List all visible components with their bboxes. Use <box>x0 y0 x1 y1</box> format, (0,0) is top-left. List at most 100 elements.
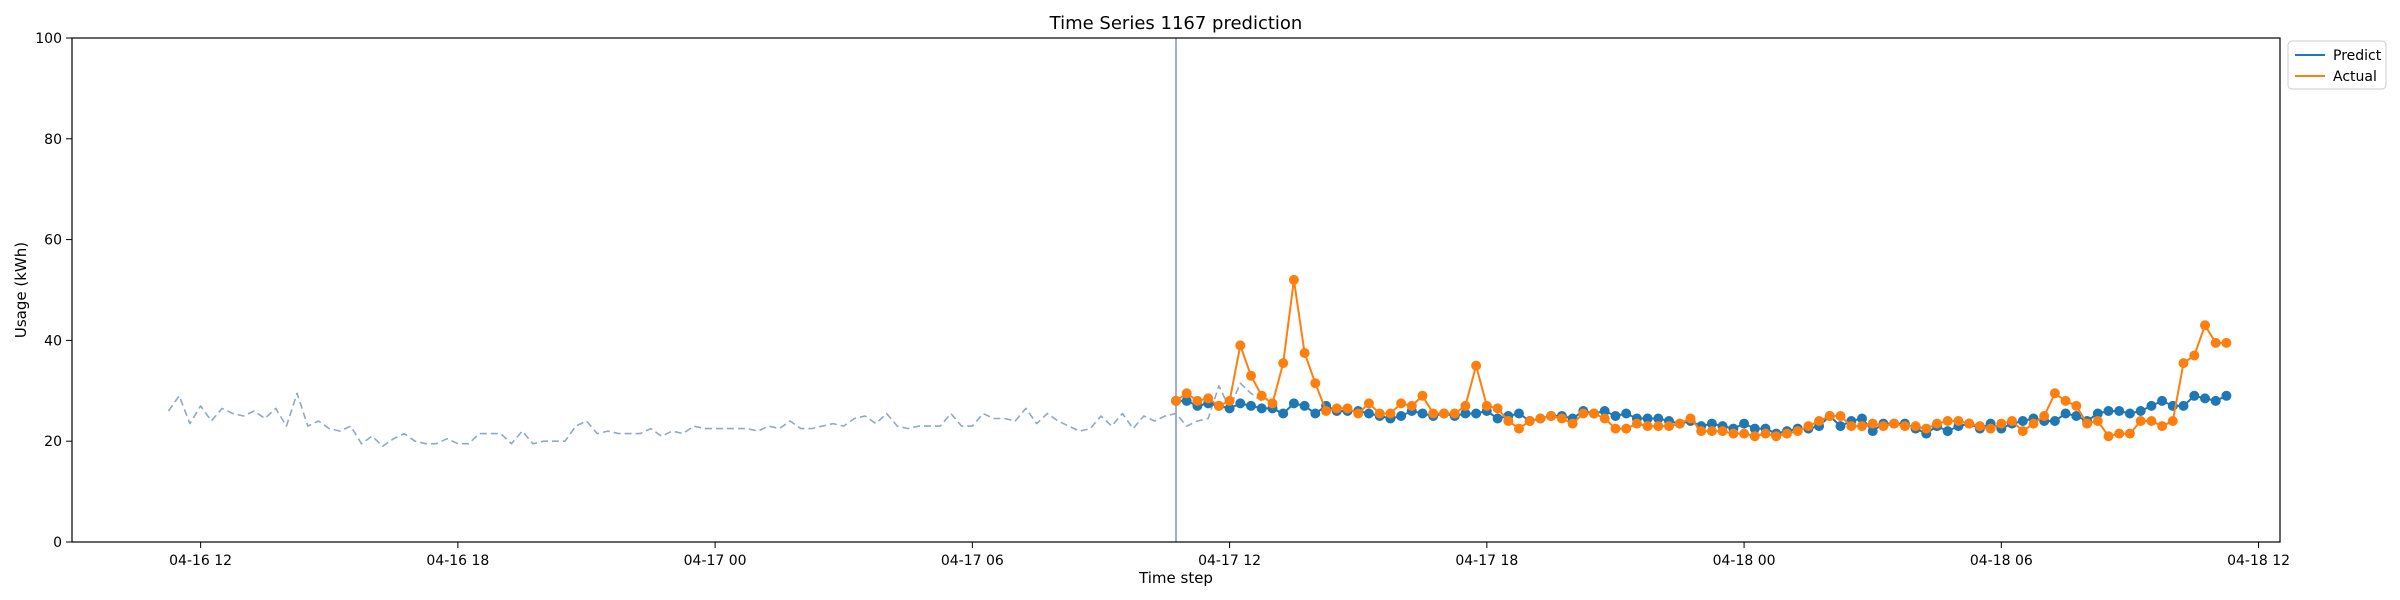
actual-point <box>1524 416 1535 426</box>
predict-point <box>2114 406 2125 416</box>
actual-point <box>1471 360 1482 371</box>
plot-frame <box>71 37 2281 543</box>
predict-point <box>2178 400 2189 411</box>
predict-point <box>1299 400 1310 411</box>
predict-point <box>1492 413 1503 424</box>
actual-point <box>2060 395 2071 406</box>
predict-point <box>2221 390 2232 401</box>
predict-point <box>1256 403 1267 414</box>
predict-point <box>1867 426 1878 437</box>
y-tick-label: 0 <box>53 535 62 551</box>
chart-title: Time Series 1167 prediction <box>1049 13 1303 34</box>
predict-point <box>1417 408 1428 419</box>
actual-point <box>2017 426 2028 437</box>
x-tick-label: 04-18 12 <box>2227 553 2290 569</box>
actual-point <box>1664 421 1674 432</box>
actual-point <box>1342 403 1353 414</box>
actual-point <box>1235 340 1246 351</box>
actual-point <box>1824 411 1835 421</box>
actual-point <box>1503 416 1514 426</box>
y-tick-label: 80 <box>44 132 62 148</box>
legend: Predict Actual <box>2287 40 2387 90</box>
predict-point <box>2092 408 2103 419</box>
actual-point <box>1406 400 1417 411</box>
actual-point <box>2049 388 2060 399</box>
actual-point <box>1363 398 1374 409</box>
actual-point <box>1439 408 1449 419</box>
y-tick-label: 40 <box>44 333 62 349</box>
predict-point <box>1942 426 1953 437</box>
actual-point <box>1867 418 1878 429</box>
actual-point <box>2039 411 2050 421</box>
actual-point <box>2146 416 2157 426</box>
actual-point <box>1964 418 1975 429</box>
axis-ticks: 0 20 40 60 80 100 04-16 12 04-16 18 04-17 00 04-1… <box>35 31 2290 569</box>
actual-point <box>1782 428 1792 439</box>
x-tick-label: 04-18 00 <box>1713 553 1776 569</box>
legend-predict-label: Predict <box>2333 48 2382 64</box>
actual-point <box>1685 413 1696 424</box>
x-tick-label: 04-17 06 <box>941 553 1004 569</box>
predict-point <box>1739 418 1750 429</box>
actual-point <box>1310 378 1321 389</box>
predict-point <box>2135 406 2146 416</box>
actual-point <box>1739 428 1750 439</box>
predict-point <box>1835 421 1846 432</box>
x-tick-label: 04-16 18 <box>426 553 489 569</box>
actual-point <box>1396 398 1407 409</box>
actual-point <box>1374 408 1385 419</box>
predict-point <box>2200 393 2210 404</box>
predict-point <box>1653 413 1664 424</box>
x-axis-label: Time step <box>1138 569 1213 587</box>
actual-point <box>1299 348 1310 358</box>
actual-point <box>1203 393 1214 404</box>
y-tick-label: 20 <box>44 434 62 450</box>
actual-point <box>1385 408 1396 419</box>
actual-point <box>1857 421 1867 432</box>
actual-point <box>1792 426 1803 437</box>
actual-point <box>2082 418 2093 429</box>
predict-point <box>2157 395 2168 406</box>
predict-point <box>1599 406 1610 416</box>
predict-point <box>2071 411 2082 421</box>
actual-point <box>1942 416 1953 426</box>
predict-point <box>1642 413 1653 424</box>
actual-point <box>1224 395 1235 406</box>
actual-point <box>1953 416 1964 426</box>
actual-point <box>1417 390 1428 401</box>
actual-point <box>2007 416 2017 426</box>
actual-point <box>1331 403 1342 414</box>
actual-point <box>1492 403 1503 414</box>
predict-point <box>1181 395 1192 406</box>
actual-point <box>1674 418 1685 429</box>
actual-point <box>1460 400 1471 411</box>
predict-point <box>1363 408 1374 419</box>
predict-point <box>2146 400 2157 411</box>
actual-point <box>1256 390 1267 401</box>
plot-area <box>167 38 2232 542</box>
actual-point <box>1728 428 1739 439</box>
actual-point <box>2028 418 2039 429</box>
y-axis-label: Usage (kWh) <box>12 242 30 338</box>
actual-point <box>1696 426 1707 437</box>
actual-point <box>2210 337 2221 348</box>
actual-point <box>1428 408 1439 419</box>
actual-point <box>1814 416 1825 426</box>
x-tick-label: 04-16 12 <box>169 553 232 569</box>
predict-point <box>1235 398 1246 409</box>
actual-point <box>1535 413 1546 424</box>
actual-point <box>1181 388 1192 399</box>
actual-point <box>2124 428 2135 439</box>
actual-point <box>2103 431 2114 442</box>
predict-point <box>1396 411 1407 421</box>
actual-point <box>1932 418 1942 429</box>
predict-point <box>1224 403 1235 414</box>
actual-point <box>1546 411 1557 421</box>
predict-point <box>1288 398 1299 409</box>
actual-point <box>1899 421 1910 432</box>
predict-point <box>2060 408 2071 419</box>
x-tick-label: 04-17 00 <box>684 553 747 569</box>
actual-point <box>1578 408 1589 419</box>
actual-point <box>2092 416 2103 426</box>
